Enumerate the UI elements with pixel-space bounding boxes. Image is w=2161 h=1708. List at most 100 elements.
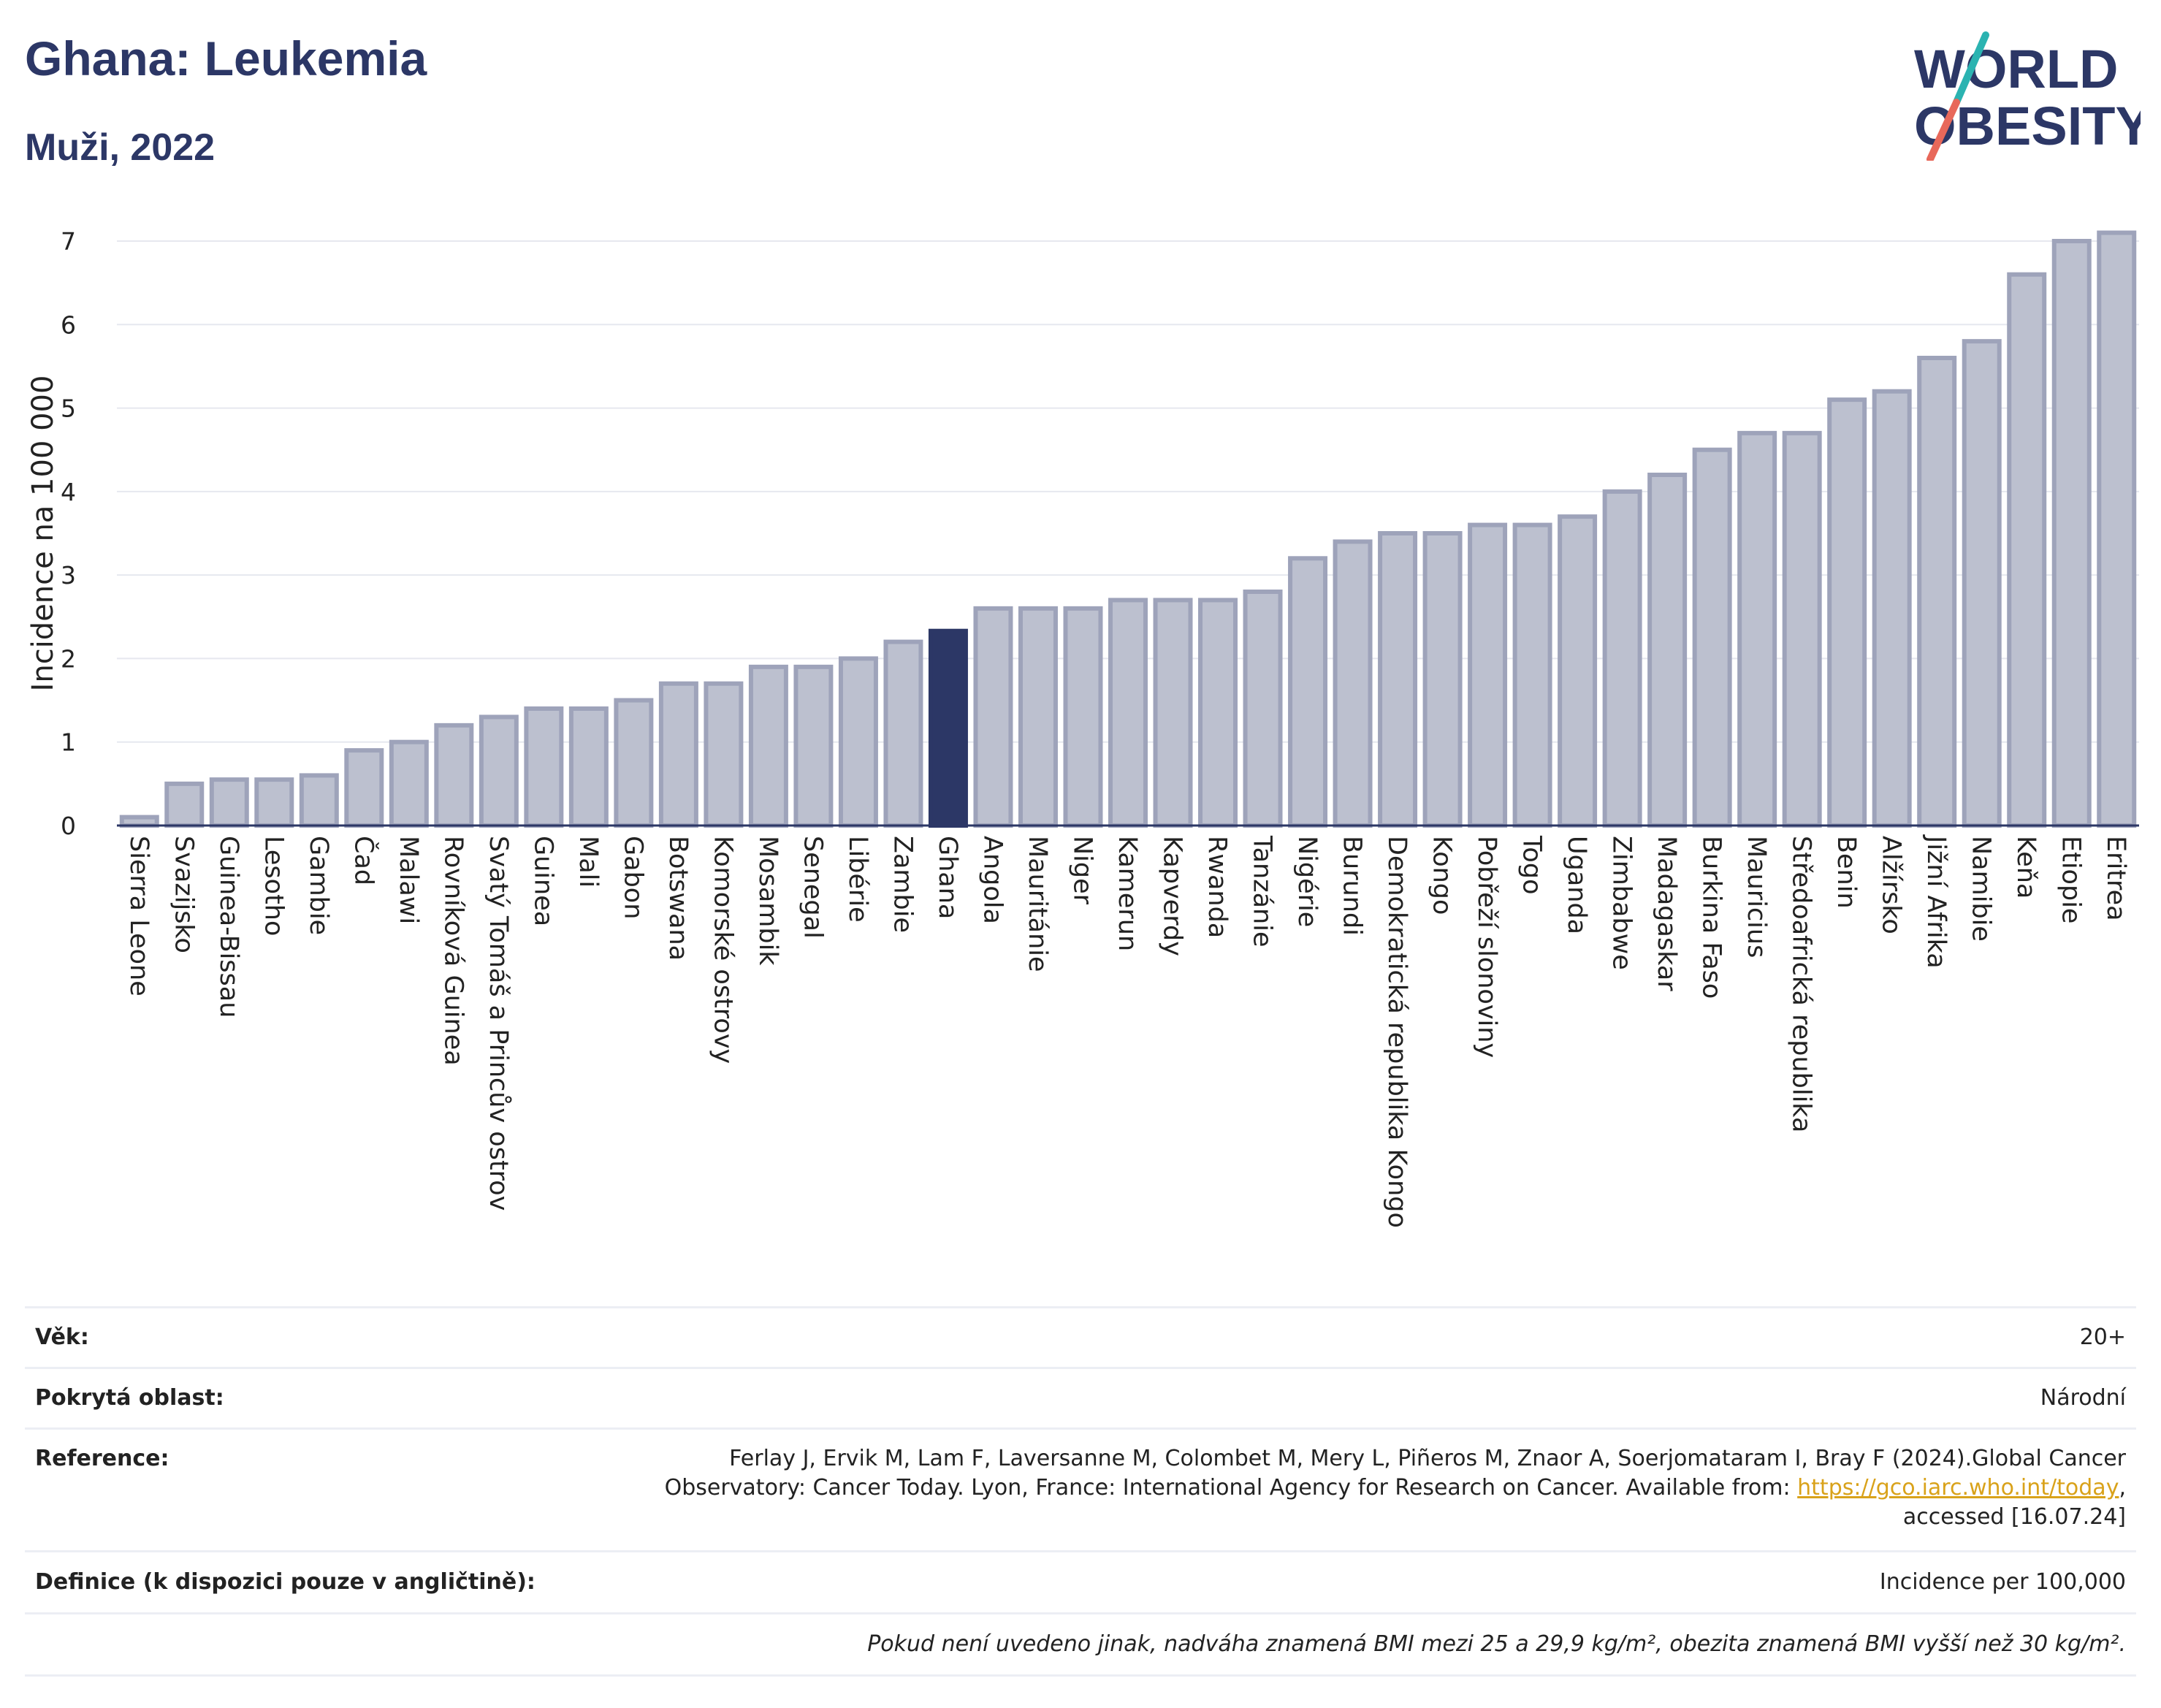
reference-label: Reference: (35, 1446, 169, 1471)
x-tick-label: Etiopie (2057, 836, 2086, 923)
world-obesity-logo: WORLD OBESITY (1914, 31, 2141, 161)
bar[interactable] (1198, 598, 1238, 828)
bar[interactable] (1468, 522, 1508, 828)
x-tick-label: Kapverdy (1158, 836, 1187, 956)
bar[interactable] (119, 815, 159, 828)
x-tick-label: Zimbabwe (1607, 836, 1636, 970)
bar[interactable] (434, 723, 474, 828)
x-tick-label: Gabon (618, 836, 647, 919)
definition-label: Definice (k dispozici pouze v angličtině… (35, 1569, 536, 1595)
area-value: Národní (2040, 1385, 2126, 1411)
bar[interactable] (479, 714, 519, 828)
x-tick-label: Alžírsko (1877, 836, 1906, 934)
x-tick-label: Tanzánie (1248, 835, 1277, 947)
age-value: 20+ (2079, 1324, 2126, 1350)
x-tick-label: Libérie (843, 836, 872, 923)
bar[interactable] (1108, 598, 1148, 828)
x-tick-label: Gambie (304, 836, 333, 935)
x-tick-label: Středoafrická republika (1787, 836, 1816, 1132)
bar[interactable] (614, 698, 654, 828)
x-tick-label: Namibie (1967, 836, 1996, 942)
bar[interactable] (389, 739, 429, 828)
page-title: Ghana: Leukemia (25, 31, 427, 85)
info-row-note: Pokud není uvedeno jinak, nadváha znamen… (25, 1612, 2136, 1677)
x-tick-label: Nigérie (1292, 836, 1322, 927)
x-tick-label: Eritrea (2101, 836, 2130, 921)
bar[interactable] (928, 628, 968, 828)
x-tick-label: Mali (573, 836, 603, 888)
bar[interactable] (344, 748, 384, 828)
bar[interactable] (1647, 473, 1688, 828)
y-tick-label: 7 (61, 227, 76, 256)
logo-slash-teal (1953, 31, 1989, 106)
y-axis-ticks: 0 1 2 3 4 5 6 7 (61, 227, 76, 840)
y-tick-label: 3 (61, 561, 76, 590)
x-tick-label: Sierra Leone (124, 836, 153, 996)
bar[interactable] (1243, 590, 1283, 828)
x-tick-label: Niger (1067, 836, 1097, 905)
y-axis-label: Incidence na 100 000 (26, 375, 60, 692)
bar[interactable] (1422, 531, 1463, 828)
x-tick-label: Madagaskar (1652, 836, 1681, 991)
x-tick-label: Togo (1517, 835, 1547, 894)
bar[interactable] (1512, 522, 1552, 828)
reference-value: Ferlay J, Ervik M, Lam F, Laversanne M, … (592, 1444, 2136, 1532)
age-label: Věk: (35, 1324, 89, 1350)
bar[interactable] (568, 706, 609, 828)
bar[interactable] (838, 656, 878, 828)
bar[interactable] (2097, 230, 2137, 828)
bar[interactable] (1692, 447, 1732, 828)
bar[interactable] (2051, 239, 2092, 828)
logo-line1: WORLD (1914, 39, 2119, 99)
reference-link[interactable]: https://gco.iarc.who.int/today (1797, 1475, 2119, 1501)
x-tick-label: Senegal (798, 836, 827, 939)
bar[interactable] (704, 681, 744, 828)
x-tick-label: Guinea (528, 836, 557, 926)
bar[interactable] (209, 777, 249, 828)
x-tick-label: Kongo (1428, 836, 1457, 915)
info-row-area: Pokrytá oblast: Národní (25, 1367, 2136, 1427)
info-row-reference: Reference: Ferlay J, Ervik M, Lam F, Lav… (25, 1427, 2136, 1550)
bar[interactable] (1962, 339, 2002, 828)
bar[interactable] (2007, 272, 2047, 828)
y-tick-label: 4 (61, 478, 76, 506)
x-tick-label: Uganda (1562, 836, 1591, 934)
bar[interactable] (1153, 598, 1193, 828)
bar[interactable] (1018, 606, 1058, 828)
x-tick-label: Angola (977, 836, 1007, 924)
bar[interactable] (1827, 397, 1867, 828)
bar[interactable] (254, 777, 294, 828)
y-tick-label: 0 (61, 812, 76, 840)
x-tick-label: Malawi (394, 836, 423, 924)
bar[interactable] (1917, 356, 1957, 828)
bar[interactable] (1288, 556, 1328, 828)
bar[interactable] (973, 606, 1013, 828)
bar[interactable] (658, 681, 698, 828)
x-tick-label: Komorské ostrovy (708, 836, 737, 1064)
info-table: Věk: 20+ Pokrytá oblast: Národní Referen… (25, 1306, 2136, 1677)
bar[interactable] (748, 664, 788, 828)
bar[interactable] (1782, 430, 1822, 828)
bar[interactable] (164, 781, 205, 828)
x-tick-label: Mauricius (1742, 836, 1771, 958)
bar[interactable] (1602, 489, 1642, 828)
info-row-age: Věk: 20+ (25, 1306, 2136, 1367)
bar[interactable] (299, 773, 339, 828)
bar[interactable] (1737, 430, 1777, 828)
bar[interactable] (524, 706, 564, 828)
bar[interactable] (1063, 606, 1103, 828)
bar[interactable] (793, 664, 834, 828)
bar[interactable] (1558, 514, 1598, 828)
reference-text: Ferlay J, Ervik M, Lam F, Laversanne M, … (664, 1446, 2126, 1501)
x-tick-label: Mosambik (753, 836, 782, 966)
x-tick-label: Burkina Faso (1697, 836, 1726, 999)
bar[interactable] (1872, 389, 1912, 828)
logo-slash-red (1926, 99, 1960, 161)
page-subtitle: Muži, 2022 (25, 126, 216, 169)
bar[interactable] (1333, 539, 1373, 828)
bar-chart: 0 1 2 3 4 5 6 7 Sierra Leone Svazijsko Guinea-Bis… (26, 227, 2139, 1228)
bar[interactable] (883, 639, 923, 828)
definition-value: Incidence per 100,000 (1879, 1569, 2126, 1595)
bar[interactable] (1378, 531, 1418, 828)
x-tick-label: Čad (348, 836, 379, 885)
